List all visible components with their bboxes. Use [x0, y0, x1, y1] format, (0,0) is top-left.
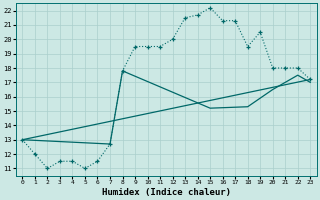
- X-axis label: Humidex (Indice chaleur): Humidex (Indice chaleur): [102, 188, 231, 197]
